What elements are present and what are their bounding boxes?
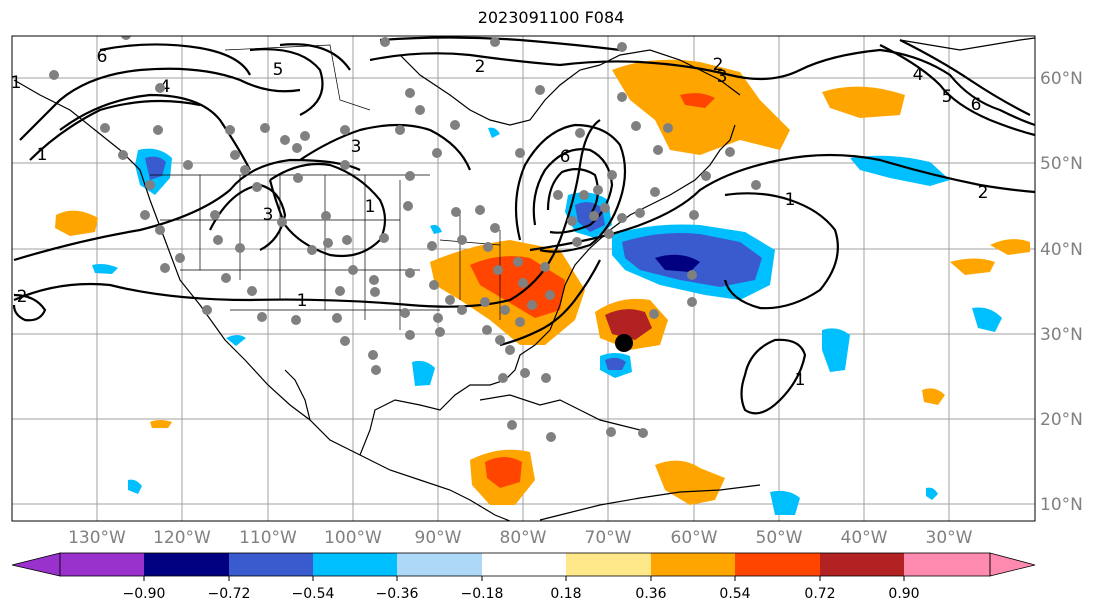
colorbar-tick-label: −0.72 [208,586,251,602]
svg-text:6: 6 [97,47,108,67]
map-frame [11,35,1036,522]
svg-text:4: 4 [913,65,924,85]
svg-text:6: 6 [560,147,571,167]
colorbar-low-extension [11,552,61,577]
colorbar-segment [144,553,229,576]
colorbar-tick-label: −0.18 [461,586,504,602]
longitude-labels: 130°W 120°W 110°W 100°W 90°W 80°W 70°W 6… [68,528,973,548]
lon-label: 90°W [415,528,462,548]
colorbar-tick-label: 0.18 [550,586,581,602]
colorbar-tick-label: 0.36 [635,586,666,602]
svg-text:1: 1 [795,370,806,390]
lon-label: 30°W [926,528,973,548]
lon-label: 100°W [324,528,382,548]
lat-label: 60°N [1040,69,1083,89]
svg-text:3: 3 [717,67,728,87]
colorbar-tick-label: −0.54 [292,586,335,602]
lon-label: 130°W [68,528,126,548]
svg-text:1: 1 [365,197,376,217]
colorbar-tick-label: 0.72 [804,586,835,602]
colorbar-tick-label: 0.90 [888,586,919,602]
svg-text:1: 1 [297,291,308,311]
lat-label: 40°N [1040,240,1083,260]
coastlines [13,37,1035,521]
colorbar-segment [904,553,990,576]
lat-label: 30°N [1040,325,1083,345]
storm-center-marker [615,334,633,352]
contour-lines [12,36,1035,415]
lon-label: 60°W [671,528,718,548]
svg-text:1: 1 [11,73,22,93]
colorbar-segment [820,553,904,576]
colorbar-segment [60,553,144,576]
colorbar-high-extension [989,552,1036,577]
svg-text:1: 1 [37,145,48,165]
lon-label: 80°W [500,528,547,548]
svg-text:3: 3 [263,205,274,225]
svg-text:2: 2 [713,55,724,75]
colorbar-segment [397,553,482,576]
warm-anomaly-shading [55,59,1030,505]
lon-label: 120°W [153,528,211,548]
svg-text:3: 3 [351,137,362,157]
station-markers [49,36,761,442]
svg-text:2: 2 [17,287,28,307]
lat-label: 20°N [1040,410,1083,430]
colorbar: −0.90 −0.72 −0.54 −0.36 −0.18 0.18 0.36 … [11,552,1036,602]
cold-anomaly-shading [92,127,1002,515]
svg-text:2: 2 [475,57,486,77]
colorbar-segment [229,553,313,576]
lon-label: 40°W [841,528,888,548]
lon-label: 70°W [585,528,632,548]
lon-label: 110°W [239,528,297,548]
colorbar-segment [651,553,735,576]
svg-text:4: 4 [160,77,171,97]
svg-text:6: 6 [971,95,982,115]
colorbar-segment [566,553,651,576]
lat-label: 50°N [1040,154,1083,174]
colorbar-tick-label: −0.36 [376,586,419,602]
map-title: 2023091100 F084 [477,8,625,27]
svg-text:5: 5 [942,87,953,107]
colorbar-tick-label: 0.54 [719,586,750,602]
lat-label: 10°N [1040,495,1083,515]
lon-label: 50°W [756,528,803,548]
svg-text:5: 5 [273,60,284,80]
latitude-labels: 60°N 50°N 40°N 30°N 20°N 10°N [1040,69,1083,515]
svg-text:2: 2 [978,183,989,203]
colorbar-segment [735,553,820,576]
colorbar-segment [482,553,566,576]
colorbar-segment [313,553,397,576]
svg-text:1: 1 [785,190,796,210]
colorbar-tick-label: −0.90 [123,586,166,602]
contour-labels: 1 2 3 4 5 6 1 2 3 6 2 3 4 5 6 1 2 1 1 1 [11,47,989,390]
